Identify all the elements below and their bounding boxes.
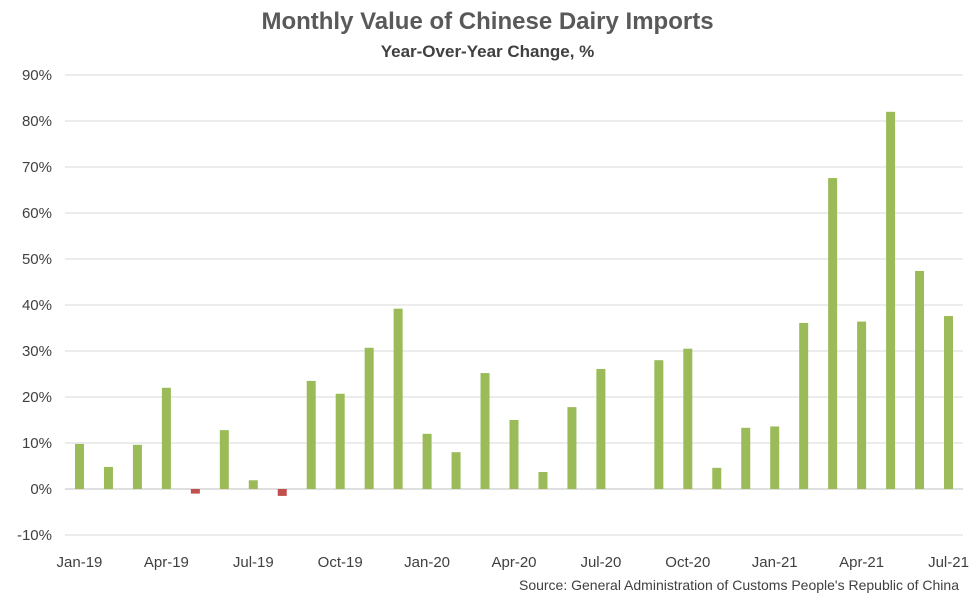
bar-feb-20 <box>451 452 461 489</box>
bar-aug-19 <box>277 489 287 496</box>
bar-sep-20 <box>654 360 664 489</box>
bar-feb-19 <box>103 466 113 489</box>
bar-jan-19 <box>74 443 84 489</box>
y-tick-label: 30% <box>22 343 52 360</box>
gridlines <box>65 74 963 536</box>
y-tick-label: 10% <box>22 435 52 452</box>
bar-oct-19 <box>335 393 345 489</box>
source-note: Source: General Administration of Custom… <box>518 577 959 593</box>
bar-mar-19 <box>132 444 142 489</box>
bar-jun-20 <box>567 407 577 489</box>
chart-title: Monthly Value of Chinese Dairy Imports <box>261 8 714 35</box>
bar-nov-19 <box>364 347 374 489</box>
bar-nov-20 <box>712 467 722 489</box>
x-tick-label: Jan-20 <box>404 554 450 571</box>
bar-apr-19 <box>161 387 171 489</box>
y-tick-label: 50% <box>22 251 52 268</box>
bar-dec-19 <box>393 308 403 489</box>
x-tick-label: Jul-20 <box>580 554 621 571</box>
bar-apr-21 <box>857 321 867 489</box>
bar-may-19 <box>190 489 200 494</box>
x-tick-label: Oct-19 <box>318 554 363 571</box>
y-tick-label: 60% <box>22 205 52 222</box>
bar-dec-20 <box>741 427 751 489</box>
bar-jul-20 <box>596 368 606 489</box>
bar-mar-20 <box>480 373 490 489</box>
x-tick-label: Apr-21 <box>839 554 884 571</box>
bar-jun-21 <box>915 270 925 489</box>
bar-oct-20 <box>683 348 693 489</box>
x-tick-label: Jan-21 <box>752 554 798 571</box>
x-tick-label: Jul-21 <box>928 554 969 571</box>
y-tick-label: -10% <box>17 527 52 544</box>
y-tick-label: 80% <box>22 113 52 130</box>
y-tick-label: 20% <box>22 389 52 406</box>
bar-feb-21 <box>799 322 809 489</box>
bar-jul-19 <box>248 480 258 489</box>
bar-mar-21 <box>828 178 838 490</box>
y-tick-label: 0% <box>30 481 52 498</box>
bar-jun-19 <box>219 430 229 489</box>
y-axis-tick-labels: -10% 0% 10% 20% 30% 40% 50% 60% 70% 80% 90% <box>17 67 52 544</box>
x-tick-label: Apr-19 <box>144 554 189 571</box>
x-tick-label: Jan-19 <box>57 554 103 571</box>
bar-apr-20 <box>509 420 519 489</box>
y-tick-label: 40% <box>22 297 52 314</box>
y-tick-label: 70% <box>22 159 52 176</box>
x-tick-label: Jul-19 <box>233 554 274 571</box>
y-tick-label: 90% <box>22 67 52 84</box>
bar-jan-20 <box>422 433 432 489</box>
x-axis-tick-labels: Jan-19 Apr-19 Jul-19 Oct-19 Jan-20 Apr-20 Jul-… <box>57 554 969 571</box>
bar-may-21 <box>886 111 896 490</box>
chart-subtitle: Year-Over-Year Change, % <box>380 42 595 61</box>
bar-jan-21 <box>770 426 780 489</box>
bar-may-20 <box>538 471 548 489</box>
x-tick-label: Apr-20 <box>491 554 536 571</box>
x-tick-label: Oct-20 <box>665 554 710 571</box>
bar-jul-21 <box>944 316 954 489</box>
bar-sep-19 <box>306 380 316 489</box>
bars <box>74 111 954 496</box>
